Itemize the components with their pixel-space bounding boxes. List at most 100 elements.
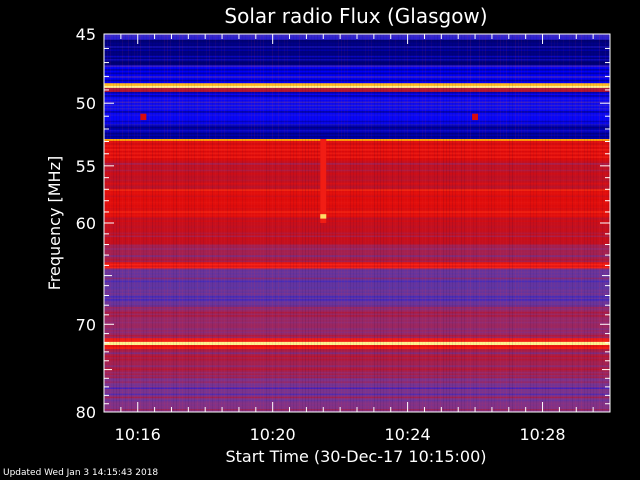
- time-streak: [308, 34, 309, 412]
- band-texture: [104, 251, 610, 254]
- time-streak: [137, 34, 138, 412]
- time-streak: [362, 34, 363, 412]
- band-13: [104, 217, 610, 246]
- band-texture: [104, 248, 610, 250]
- band-texture: [104, 265, 610, 267]
- time-streak: [398, 34, 399, 412]
- band-texture: [104, 302, 610, 304]
- y-tick-label: 70: [76, 315, 96, 334]
- band-texture: [104, 189, 610, 191]
- band-texture: [104, 244, 610, 247]
- time-streak: [497, 34, 498, 412]
- band-texture: [104, 76, 610, 78]
- time-streak: [542, 34, 543, 412]
- time-streak: [296, 34, 297, 412]
- time-streak: [134, 34, 135, 412]
- time-streak: [146, 34, 147, 412]
- band-texture: [104, 368, 610, 371]
- time-streak: [449, 34, 450, 412]
- band-texture: [104, 399, 610, 402]
- band-texture: [104, 305, 610, 307]
- time-streak: [515, 34, 516, 412]
- band-texture: [104, 120, 610, 123]
- time-streak: [521, 34, 522, 412]
- band-texture: [104, 182, 610, 185]
- time-streak: [575, 34, 576, 412]
- band-texture: [104, 345, 610, 348]
- time-streak: [488, 34, 489, 412]
- band-texture: [104, 186, 610, 188]
- band-texture: [104, 318, 610, 321]
- band-texture: [104, 321, 610, 324]
- y-tick-label: 80: [76, 403, 96, 422]
- time-streak: [509, 34, 510, 412]
- band-texture: [104, 384, 610, 386]
- time-streak: [293, 34, 294, 412]
- band-texture: [104, 49, 610, 51]
- band-texture: [104, 159, 610, 162]
- time-streak: [551, 34, 552, 412]
- time-streak: [512, 34, 513, 412]
- band-12: [104, 189, 610, 219]
- time-streak: [533, 34, 534, 412]
- band-texture: [104, 280, 610, 283]
- y-tick-label: 45: [76, 25, 96, 44]
- band-texture: [104, 331, 610, 334]
- band-texture: [104, 65, 610, 68]
- time-streak: [212, 34, 213, 412]
- band-texture: [104, 135, 610, 138]
- time-streak: [140, 34, 141, 412]
- time-streak: [341, 34, 342, 412]
- time-streak: [221, 34, 222, 412]
- event-layer: [140, 113, 479, 223]
- band-texture: [104, 204, 610, 207]
- time-streak: [191, 34, 192, 412]
- time-streak: [524, 34, 525, 412]
- y-tick-label: 60: [76, 214, 96, 233]
- band-texture: [104, 114, 610, 116]
- band-9: [104, 140, 610, 146]
- time-streak: [482, 34, 483, 412]
- band-texture: [104, 111, 610, 113]
- time-streak: [545, 34, 546, 412]
- time-streak: [209, 34, 210, 412]
- band-texture: [104, 381, 610, 383]
- time-streak: [491, 34, 492, 412]
- time-streak: [260, 34, 261, 412]
- noise-texture: [104, 34, 610, 412]
- band-texture: [104, 286, 610, 289]
- time-streak: [161, 34, 162, 412]
- time-streak: [518, 34, 519, 412]
- time-streak: [347, 34, 348, 412]
- time-streak: [125, 34, 126, 412]
- time-streak: [560, 34, 561, 412]
- time-streak: [344, 34, 345, 412]
- time-streak: [437, 34, 438, 412]
- time-streak: [116, 34, 117, 412]
- y-tick-label: 55: [76, 157, 96, 176]
- band-texture: [104, 241, 610, 244]
- band-texture: [104, 393, 610, 396]
- time-streak: [536, 34, 537, 412]
- band-texture: [104, 140, 610, 144]
- time-streak: [563, 34, 564, 412]
- band-texture: [104, 68, 610, 71]
- band-texture: [104, 98, 610, 100]
- event-1: [320, 214, 327, 219]
- band-texture: [104, 396, 610, 399]
- band-texture: [104, 292, 610, 295]
- time-streak: [596, 34, 597, 412]
- band-texture: [104, 79, 610, 82]
- time-streak: [257, 34, 258, 412]
- time-streak: [485, 34, 486, 412]
- time-streak: [227, 34, 228, 412]
- time-streak: [458, 34, 459, 412]
- band-texture: [104, 195, 610, 198]
- band-texture: [104, 352, 610, 354]
- band-texture: [104, 328, 610, 330]
- time-streak: [311, 34, 312, 412]
- time-streak: [284, 34, 285, 412]
- band-texture: [104, 217, 610, 220]
- band-texture: [104, 123, 610, 126]
- time-streak: [566, 34, 567, 412]
